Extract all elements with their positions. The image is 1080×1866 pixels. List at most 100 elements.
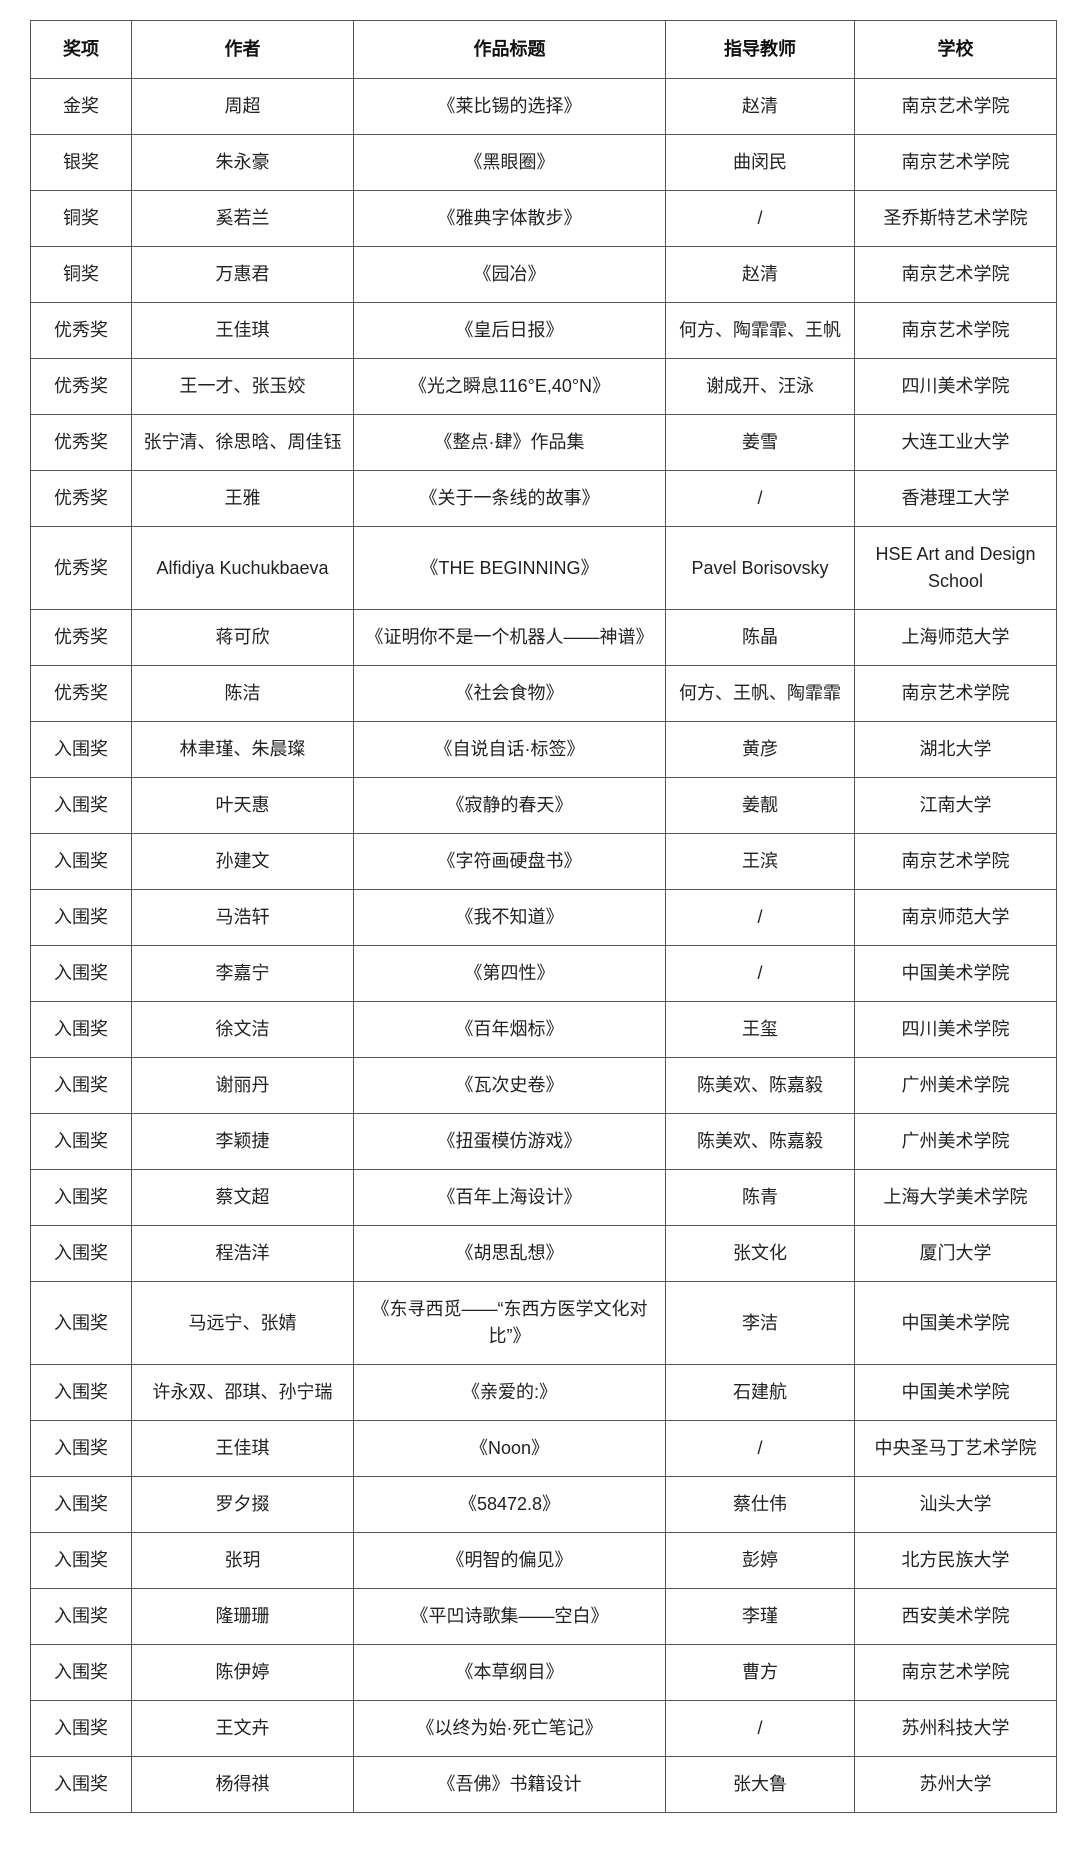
cell-teacher: 何方、陶霏霏、王帆 <box>665 302 855 359</box>
cell-teacher: 陈晶 <box>665 609 855 666</box>
table-row: 入围奖 王文卉 《以终为始·死亡笔记》 / 苏州科技大学 <box>30 1700 1057 1757</box>
cell-teacher: Pavel Borisovsky <box>665 526 855 610</box>
cell-award: 入围奖 <box>30 1644 132 1701</box>
cell-award: 入围奖 <box>30 721 132 778</box>
cell-author: 王佳琪 <box>131 1420 354 1477</box>
table-header: 奖项 作者 作品标题 指导教师 学校 <box>30 20 1057 79</box>
cell-school: 南京艺术学院 <box>854 833 1057 890</box>
cell-award: 入围奖 <box>30 1169 132 1226</box>
cell-school: 南京艺术学院 <box>854 665 1057 722</box>
cell-title: 《THE BEGINNING》 <box>353 526 666 610</box>
cell-author: 马远宁、张婧 <box>131 1281 354 1365</box>
cell-teacher: 曹方 <box>665 1644 855 1701</box>
cell-teacher: 王玺 <box>665 1001 855 1058</box>
cell-award: 入围奖 <box>30 1588 132 1645</box>
cell-award: 入围奖 <box>30 1281 132 1365</box>
cell-school: 中国美术学院 <box>854 945 1057 1002</box>
table-row: 入围奖 林聿瑾、朱晨璨 《自说自话·标签》 黄彦 湖北大学 <box>30 721 1057 778</box>
cell-title: 《莱比锡的选择》 <box>353 78 666 135</box>
cell-author: 叶天惠 <box>131 777 354 834</box>
cell-award: 优秀奖 <box>30 414 132 471</box>
cell-school: 厦门大学 <box>854 1225 1057 1282</box>
cell-title: 《东寻西觅——“东西方医学文化对比”》 <box>353 1281 666 1365</box>
cell-title: 《我不知道》 <box>353 889 666 946</box>
cell-title: 《自说自话·标签》 <box>353 721 666 778</box>
table-row: 入围奖 杨得祺 《吾佛》书籍设计 张大鲁 苏州大学 <box>30 1756 1057 1813</box>
cell-school: 南京艺术学院 <box>854 302 1057 359</box>
table-row: 入围奖 隆珊珊 《平凹诗歌集——空白》 李瑾 西安美术学院 <box>30 1588 1057 1645</box>
cell-teacher: / <box>665 470 855 527</box>
cell-teacher: 蔡仕伟 <box>665 1476 855 1533</box>
cell-award: 入围奖 <box>30 1420 132 1477</box>
cell-school: 苏州科技大学 <box>854 1700 1057 1757</box>
cell-teacher: 曲闵民 <box>665 134 855 191</box>
cell-teacher: 姜靓 <box>665 777 855 834</box>
cell-author: 王佳琪 <box>131 302 354 359</box>
cell-title: 《园冶》 <box>353 246 666 303</box>
cell-award: 银奖 <box>30 134 132 191</box>
cell-award: 入围奖 <box>30 1476 132 1533</box>
cell-school: 中国美术学院 <box>854 1281 1057 1365</box>
cell-teacher: / <box>665 1420 855 1477</box>
cell-author: 周超 <box>131 78 354 135</box>
cell-title: 《百年上海设计》 <box>353 1169 666 1226</box>
table-row: 入围奖 蔡文超 《百年上海设计》 陈青 上海大学美术学院 <box>30 1169 1057 1226</box>
cell-author: Alfidiya Kuchukbaeva <box>131 526 354 610</box>
cell-teacher: 彭婷 <box>665 1532 855 1589</box>
cell-award: 入围奖 <box>30 777 132 834</box>
cell-teacher: 石建航 <box>665 1364 855 1421</box>
table-row: 入围奖 叶天惠 《寂静的春天》 姜靓 江南大学 <box>30 777 1057 834</box>
cell-author: 张玥 <box>131 1532 354 1589</box>
cell-author: 王文卉 <box>131 1700 354 1757</box>
cell-school: 四川美术学院 <box>854 1001 1057 1058</box>
cell-school: 西安美术学院 <box>854 1588 1057 1645</box>
table-row: 优秀奖 张宁清、徐思晗、周佳钰 《整点·肆》作品集 姜雪 大连工业大学 <box>30 414 1057 471</box>
header-row: 奖项 作者 作品标题 指导教师 学校 <box>30 20 1057 79</box>
table-row: 入围奖 李嘉宁 《第四性》 / 中国美术学院 <box>30 945 1057 1002</box>
table-row: 入围奖 张玥 《明智的偏见》 彭婷 北方民族大学 <box>30 1532 1057 1589</box>
cell-school: 湖北大学 <box>854 721 1057 778</box>
cell-title: 《光之瞬息116°E,40°N》 <box>353 358 666 415</box>
table-row: 铜奖 奚若兰 《雅典字体散步》 / 圣乔斯特艺术学院 <box>30 190 1057 247</box>
table-row: 入围奖 马浩轩 《我不知道》 / 南京师范大学 <box>30 889 1057 946</box>
cell-teacher: 赵清 <box>665 78 855 135</box>
cell-title: 《平凹诗歌集——空白》 <box>353 1588 666 1645</box>
cell-school: 中国美术学院 <box>854 1364 1057 1421</box>
column-header-school: 学校 <box>854 20 1057 79</box>
cell-author: 罗夕掇 <box>131 1476 354 1533</box>
cell-school: 四川美术学院 <box>854 358 1057 415</box>
column-header-award: 奖项 <box>30 20 132 79</box>
cell-award: 入围奖 <box>30 1225 132 1282</box>
cell-title: 《皇后日报》 <box>353 302 666 359</box>
cell-teacher: 陈美欢、陈嘉毅 <box>665 1113 855 1170</box>
cell-award: 优秀奖 <box>30 302 132 359</box>
table-row: 入围奖 程浩洋 《胡思乱想》 张文化 厦门大学 <box>30 1225 1057 1282</box>
table-row: 入围奖 陈伊婷 《本草纲目》 曹方 南京艺术学院 <box>30 1644 1057 1701</box>
cell-school: 中央圣马丁艺术学院 <box>854 1420 1057 1477</box>
cell-award: 优秀奖 <box>30 526 132 610</box>
cell-school: 大连工业大学 <box>854 414 1057 471</box>
cell-school: 上海大学美术学院 <box>854 1169 1057 1226</box>
cell-teacher: / <box>665 945 855 1002</box>
table-row: 金奖 周超 《莱比锡的选择》 赵清 南京艺术学院 <box>30 78 1057 135</box>
table-row: 入围奖 孙建文 《字符画硬盘书》 王滨 南京艺术学院 <box>30 833 1057 890</box>
cell-award: 入围奖 <box>30 1364 132 1421</box>
cell-school: 广州美术学院 <box>854 1113 1057 1170</box>
cell-title: 《亲爱的:》 <box>353 1364 666 1421</box>
table-body: 金奖 周超 《莱比锡的选择》 赵清 南京艺术学院 银奖 朱永豪 《黑眼圈》 曲闵民 南京艺术学院铜… <box>30 78 1057 1813</box>
cell-author: 王雅 <box>131 470 354 527</box>
cell-school: 北方民族大学 <box>854 1532 1057 1589</box>
cell-title: 《第四性》 <box>353 945 666 1002</box>
cell-school: 南京艺术学院 <box>854 1644 1057 1701</box>
cell-title: 《整点·肆》作品集 <box>353 414 666 471</box>
cell-author: 陈洁 <box>131 665 354 722</box>
cell-author: 马浩轩 <box>131 889 354 946</box>
cell-author: 程浩洋 <box>131 1225 354 1282</box>
cell-teacher: 谢成开、汪泳 <box>665 358 855 415</box>
cell-author: 谢丽丹 <box>131 1057 354 1114</box>
cell-author: 隆珊珊 <box>131 1588 354 1645</box>
cell-teacher: 何方、王帆、陶霏霏 <box>665 665 855 722</box>
cell-author: 王一才、张玉姣 <box>131 358 354 415</box>
cell-author: 杨得祺 <box>131 1756 354 1813</box>
cell-author: 蒋可欣 <box>131 609 354 666</box>
